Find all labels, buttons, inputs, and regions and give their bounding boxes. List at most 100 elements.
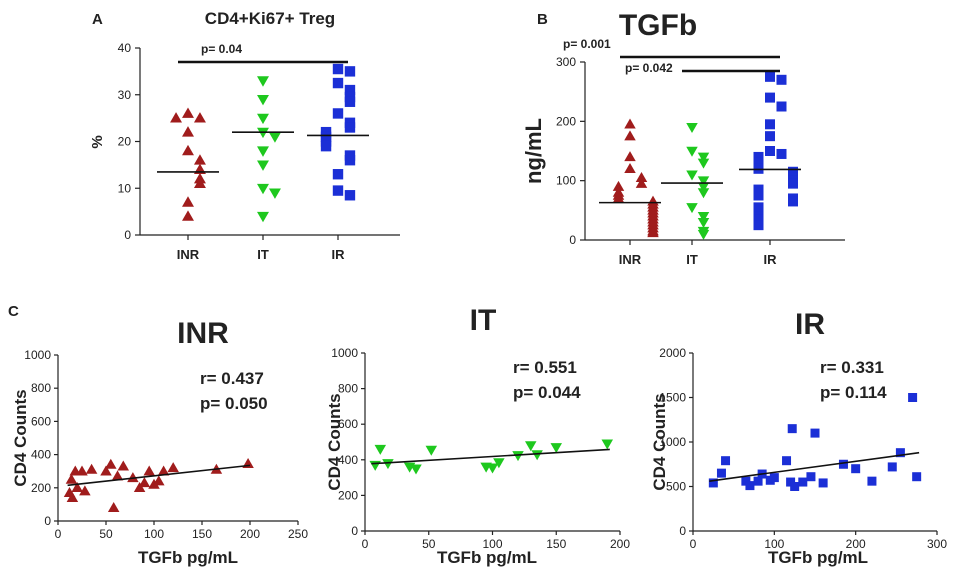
chart-title: TGFb	[619, 9, 697, 42]
data-point-ir	[344, 122, 356, 133]
data-point-inr	[193, 112, 206, 123]
data-point-inr	[170, 112, 183, 123]
x-tick-label: 200	[240, 527, 260, 541]
data-point-ir	[765, 131, 775, 142]
y-tick-label: 200	[338, 488, 358, 502]
data-point-ir	[332, 63, 344, 75]
x-tick-label: 150	[192, 527, 212, 541]
data-point	[753, 476, 763, 486]
x-tick-label: 0	[362, 537, 369, 551]
data-point-ir	[776, 74, 787, 85]
y-axis-label: CD4 Counts	[650, 393, 669, 490]
data-point	[100, 465, 112, 476]
chart-panel-c-ir: IR CD4 Counts TGFb pg/mL 0 500 1000 1500 2000 0 1…	[650, 308, 947, 567]
data-point-it	[257, 95, 269, 106]
y-axis-label: CD4 Counts	[325, 393, 344, 490]
chart-panel-c-it: IT CD4 Counts TGFb pg/mL 0 200 400 600 800 1000 0…	[325, 304, 630, 567]
y-tick-label: 2000	[659, 346, 686, 360]
data-point	[105, 458, 117, 469]
data-point-ir	[753, 220, 764, 231]
data-point	[369, 460, 381, 471]
data-point-inr	[182, 210, 194, 221]
chart-title: IR	[795, 308, 825, 341]
data-point-inr	[612, 192, 625, 203]
data-point-ir	[765, 92, 775, 103]
chart-title: IT	[470, 304, 497, 337]
data-point	[71, 482, 83, 493]
data-point-ir	[765, 71, 775, 82]
y-tick-label: 800	[338, 382, 358, 396]
x-tick-label: 150	[546, 537, 566, 551]
data-point	[721, 456, 731, 466]
chart-title: INR	[177, 317, 229, 350]
y-tick-label: 400	[31, 448, 51, 462]
data-point	[887, 462, 897, 472]
data-point-it	[257, 160, 269, 171]
y-axis-label: ng/mL	[521, 118, 546, 184]
data-point	[76, 465, 88, 476]
data-point-it	[697, 188, 710, 199]
data-point-ir	[776, 148, 787, 159]
data-point-ir	[332, 77, 344, 89]
data-point	[117, 460, 130, 471]
data-point	[410, 464, 422, 475]
x-axis-label: TGFb pg/mL	[138, 548, 238, 567]
data-point	[790, 482, 800, 491]
y-tick-label: 200	[31, 481, 51, 495]
data-point	[782, 456, 792, 466]
x-tick-label: 50	[99, 527, 113, 541]
data-point	[716, 468, 726, 478]
data-point-it	[697, 212, 710, 223]
data-point-ir	[753, 214, 764, 225]
data-point-ir	[344, 190, 356, 201]
category-label-ir: IR	[764, 252, 778, 267]
x-tick-label: 100	[764, 537, 784, 551]
data-point	[425, 445, 438, 456]
x-tick-label: 0	[690, 537, 697, 551]
regression-line	[371, 448, 610, 465]
category-label-inr: INR	[177, 247, 200, 262]
data-point	[818, 478, 828, 488]
data-point-it	[268, 132, 281, 143]
y-tick-label: 1000	[659, 435, 686, 449]
data-point-ir	[332, 185, 344, 196]
stat-annotation: r= 0.437	[200, 369, 264, 388]
data-point	[79, 485, 91, 496]
panel-label-a: A	[92, 11, 103, 28]
data-point	[111, 470, 124, 481]
data-point-ir	[788, 178, 798, 189]
y-tick-label: 20	[118, 135, 132, 149]
y-tick-label: 0	[351, 524, 358, 538]
data-point-inr	[647, 227, 659, 238]
data-point	[153, 475, 165, 486]
data-point	[167, 462, 179, 473]
significance-label: p= 0.042	[625, 61, 673, 75]
data-point	[374, 444, 387, 455]
data-point-ir	[320, 140, 332, 152]
data-point-inr	[182, 107, 194, 118]
data-point	[806, 472, 816, 482]
regression-line	[67, 464, 251, 487]
data-point	[157, 465, 170, 476]
data-point	[85, 463, 98, 474]
y-tick-label: 300	[556, 55, 576, 69]
significance-label: p= 0.04	[201, 42, 242, 56]
data-point	[912, 472, 922, 482]
data-point	[382, 459, 394, 470]
y-tick-label: 600	[338, 417, 358, 431]
data-point-ir	[765, 119, 775, 130]
data-point-it	[686, 123, 698, 134]
data-point-ir	[788, 196, 798, 207]
y-axis-label: %	[89, 135, 106, 148]
x-tick-label: 200	[846, 537, 866, 551]
data-point	[65, 473, 78, 484]
data-point-it	[697, 229, 710, 240]
data-point	[486, 463, 499, 474]
data-point-inr	[624, 118, 636, 129]
data-point-inr	[193, 177, 206, 188]
data-point	[895, 448, 905, 458]
x-tick-label: 300	[927, 537, 947, 551]
data-point-ir	[332, 108, 344, 119]
data-point	[525, 441, 537, 452]
